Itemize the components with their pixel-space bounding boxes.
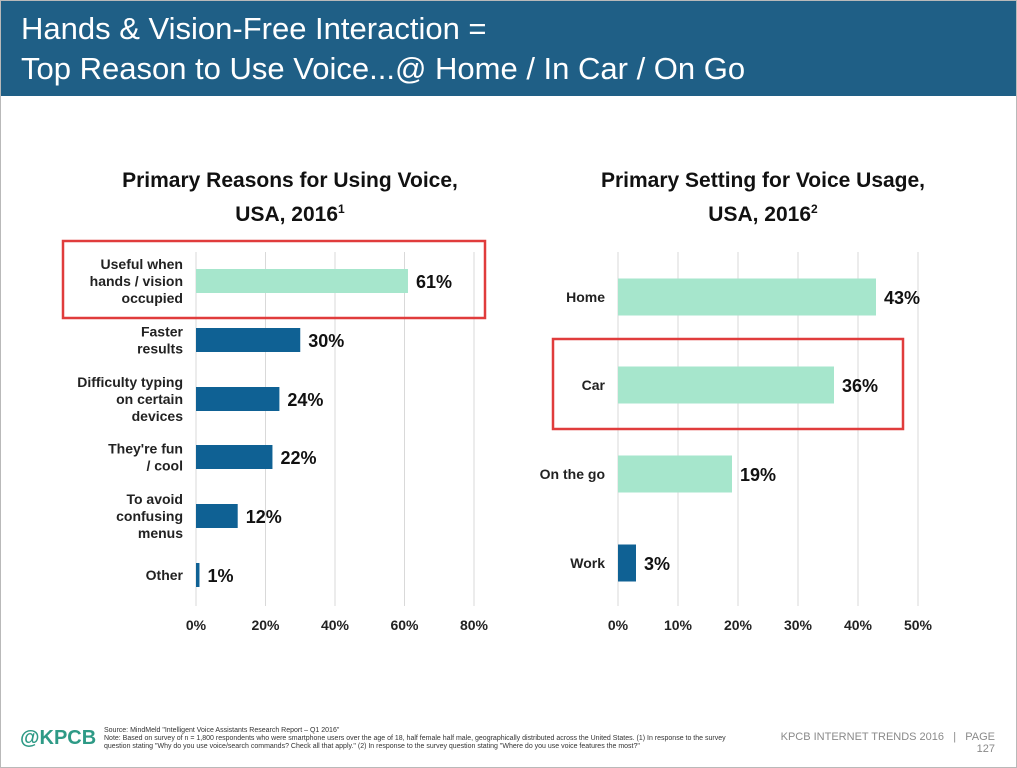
right-chart-title-year: USA, 2016 (708, 203, 812, 226)
left-category-label-line: devices (132, 408, 184, 424)
left-category-label: Other (146, 567, 184, 583)
left-value-label: 24% (287, 390, 323, 410)
left-category-label-line: menus (138, 525, 183, 541)
left-chart-title: Primary Reasons for Using Voice, USA, 20… (95, 167, 485, 229)
left-value-label: 30% (308, 331, 344, 351)
left-category-label-line: confusing (116, 508, 183, 524)
left-category-label-line: To avoid (126, 491, 183, 507)
kpcb-logo: @KPCB (20, 727, 97, 749)
left-bar (196, 504, 238, 528)
right-tick-label: 10% (664, 617, 693, 633)
left-chart-title-line-1: Primary Reasons for Using Voice, (122, 169, 458, 192)
left-category-label-line: Other (146, 567, 184, 583)
report-name: KPCB INTERNET TRENDS 2016 (780, 731, 945, 743)
right-chart-title-line-2: USA, 20162 (568, 195, 958, 229)
left-bar (196, 445, 273, 469)
footer-separator: | (953, 731, 957, 743)
left-tick-label: 0% (186, 617, 207, 633)
left-category-label: To avoid confusing menus (116, 491, 183, 541)
right-tick-label: 0% (608, 617, 629, 633)
page-title-line-1: Hands & Vision-Free Interaction = (21, 11, 487, 46)
left-bar (196, 328, 301, 352)
left-tick-label: 40% (321, 617, 350, 633)
left-bar (196, 563, 200, 587)
left-category-label-line: hands / vision (90, 273, 183, 289)
right-bar (618, 455, 732, 493)
left-tick-label: 60% (390, 617, 419, 633)
right-tick-label: 20% (724, 617, 753, 633)
right-category-label: Car (582, 377, 606, 393)
page-label: PAGE (965, 731, 995, 743)
note-text: Note: Based on survey of n = 1,800 respo… (104, 735, 726, 750)
right-chart-footnote-ref: 2 (811, 202, 818, 216)
left-value-label: 12% (246, 507, 282, 527)
left-bar (196, 387, 280, 411)
left-category-label-line: / cool (146, 458, 183, 474)
right-value-label: 19% (740, 465, 776, 485)
source-text: Source: MindMeld "Intelligent Voice Assi… (104, 727, 340, 734)
header-bar: Hands & Vision-Free Interaction = Top Re… (1, 1, 1016, 96)
left-category-label-line: Faster (141, 324, 184, 340)
page-title-line-2: Top Reason to Use Voice...@ Home / In Ca… (21, 51, 746, 86)
right-bar (618, 544, 636, 582)
right-category-label-line: Car (582, 377, 606, 393)
left-category-label-line: Difficulty typing (77, 374, 183, 390)
source-notes: Source: MindMeld "Intelligent Voice Assi… (104, 727, 744, 751)
left-category-label-line: They're fun (108, 441, 183, 457)
left-category-label-line: Useful when (101, 256, 183, 272)
right-tick-label: 50% (904, 617, 933, 633)
left-category-label-line: occupied (122, 290, 183, 306)
left-category-label: Useful when hands / vision occupied (90, 256, 183, 306)
right-category-label: On the go (540, 466, 605, 482)
left-category-label: They're fun / cool (108, 441, 183, 474)
right-bar (618, 278, 876, 316)
page-number: 127 (976, 743, 995, 755)
left-value-label: 22% (280, 448, 316, 468)
left-category-label-line: results (137, 341, 183, 357)
right-tick-label: 40% (844, 617, 873, 633)
right-category-label-line: Work (570, 555, 605, 571)
left-chart-title-year: USA, 2016 (235, 203, 339, 226)
right-tick-label: 30% (784, 617, 813, 633)
right-category-label: Home (566, 289, 605, 305)
right-value-label: 3% (644, 554, 670, 574)
left-category-label-line: on certain (116, 391, 183, 407)
left-category-label: Faster results (137, 324, 183, 357)
left-value-label: 1% (207, 566, 233, 586)
right-value-label: 43% (884, 288, 920, 308)
left-callout-box (61, 239, 487, 320)
footer-page-info: KPCB INTERNET TRENDS 2016 | PAGE 127 (781, 731, 995, 755)
right-category-label: Work (570, 555, 605, 571)
right-chart-title-line-1: Primary Setting for Voice Usage, (600, 169, 926, 192)
left-tick-label: 80% (460, 617, 489, 633)
right-category-label-line: Home (566, 289, 605, 305)
left-bar (196, 269, 408, 293)
left-chart-title-line-2: USA, 20161 (95, 195, 485, 229)
right-value-label: 36% (842, 376, 878, 396)
right-callout-box (551, 337, 905, 431)
left-value-label: 61% (416, 272, 452, 292)
right-chart-title: Primary Setting for Voice Usage, USA, 20… (568, 167, 958, 229)
right-category-label-line: On the go (540, 466, 605, 482)
right-bar (618, 366, 834, 404)
left-chart-footnote-ref: 1 (338, 202, 345, 216)
left-category-label: Difficulty typing on certain devices (77, 374, 183, 424)
left-tick-label: 20% (251, 617, 280, 633)
